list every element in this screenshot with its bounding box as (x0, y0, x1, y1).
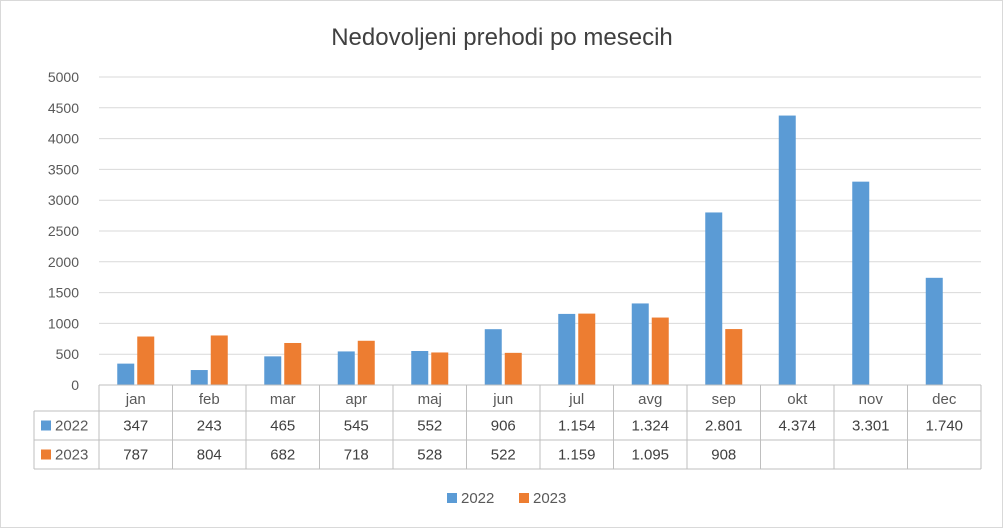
bar-2022-avg (631, 303, 649, 385)
y-tick-label: 4500 (48, 100, 79, 116)
bar-2022-maj (411, 350, 429, 385)
table-cell-value: 1.154 (558, 418, 596, 435)
y-tick-label: 1500 (48, 285, 79, 301)
y-tick-label: 0 (71, 377, 79, 393)
table-cell-value: 2.801 (705, 418, 743, 435)
table-cell-value: 906 (491, 418, 516, 435)
legend-key-2023 (519, 493, 529, 503)
table-cell-value: 347 (123, 418, 148, 435)
bar-2023-maj (431, 352, 449, 385)
x-category-label: apr (345, 391, 367, 408)
bar-2022-dec (925, 277, 943, 385)
bar-2023-jan (137, 336, 155, 385)
table-cell-value: 908 (711, 447, 736, 464)
bar-2022-nov (852, 181, 870, 385)
table-cell-value: 243 (197, 418, 222, 435)
bar-2022-jan (117, 363, 135, 385)
x-category-label: feb (199, 391, 220, 408)
table-cell-value: 804 (197, 447, 222, 464)
bar-2022-okt (778, 115, 796, 386)
legend-label: 2022 (461, 490, 494, 507)
table-cell-value: 4.374 (778, 418, 816, 435)
table-cell-value: 552 (417, 418, 442, 435)
x-category-label: nov (859, 391, 884, 408)
bar-2023-jun (504, 352, 522, 385)
gridlines (99, 76, 981, 386)
legend: 2022 2023 (447, 490, 566, 507)
table-cell-value: 3.301 (852, 418, 890, 435)
table-cell-value: 522 (491, 447, 516, 464)
y-tick-label: 2000 (48, 254, 79, 270)
table-series-name: 2022 (55, 418, 88, 435)
bar-2022-sep (705, 212, 723, 385)
y-tick-label: 5000 (48, 69, 79, 85)
bar-2023-apr (357, 340, 375, 385)
bars (117, 115, 943, 386)
table-legend-key-2022 (41, 420, 51, 431)
bar-2022-jun (484, 329, 502, 385)
bar-2023-sep (725, 329, 743, 385)
table-cell-value: 545 (344, 418, 369, 435)
table-cell-value: 787 (123, 447, 148, 464)
y-tick-label: 1000 (48, 315, 79, 331)
bar-2023-mar (284, 342, 302, 385)
legend-label: 2023 (533, 490, 566, 507)
chart-title: Nedovoljeni prehodi po mesecih (331, 24, 673, 51)
table-series-name: 2023 (55, 447, 88, 464)
x-category-label: avg (638, 391, 662, 408)
legend-key-2022 (447, 493, 457, 503)
x-category-label: dec (932, 391, 957, 408)
table-cell-value: 465 (270, 418, 295, 435)
bar-2023-feb (210, 335, 228, 385)
bar-2022-apr (337, 351, 355, 385)
table-legend-key-2023 (41, 449, 51, 460)
y-axis: 0 500 1000 1500 2000 2500 3000 3500 4000 4500 5000 (48, 69, 79, 393)
bar-2022-mar (264, 356, 282, 385)
data-table: jan feb mar apr maj jun jul avg sep okt nov dec 2022… (33, 384, 982, 470)
x-category-label: sep (712, 391, 736, 408)
bar-2022-feb (190, 370, 208, 385)
table-cell-value: 1.095 (631, 447, 669, 464)
table-cell-value: 1.324 (631, 418, 669, 435)
x-category-label: maj (418, 391, 442, 408)
table-cell-value: 528 (417, 447, 442, 464)
x-category-label: mar (270, 391, 296, 408)
table-cell-value: 718 (344, 447, 369, 464)
x-category-label: jul (568, 391, 584, 408)
bar-2023-avg (651, 317, 669, 385)
bar-2023-jul (578, 313, 596, 385)
x-category-label: jan (125, 391, 146, 408)
y-tick-label: 4000 (48, 131, 79, 147)
table-cell-value: 1.740 (925, 418, 963, 435)
x-category-label: jun (492, 391, 513, 408)
y-tick-label: 500 (56, 346, 80, 362)
table-cell-value: 682 (270, 447, 295, 464)
y-tick-label: 3000 (48, 192, 79, 208)
bar-2022-jul (558, 313, 576, 385)
y-tick-label: 2500 (48, 223, 79, 239)
x-category-label: okt (787, 391, 808, 408)
table-cell-value: 1.159 (558, 447, 596, 464)
y-tick-label: 3500 (48, 161, 79, 177)
